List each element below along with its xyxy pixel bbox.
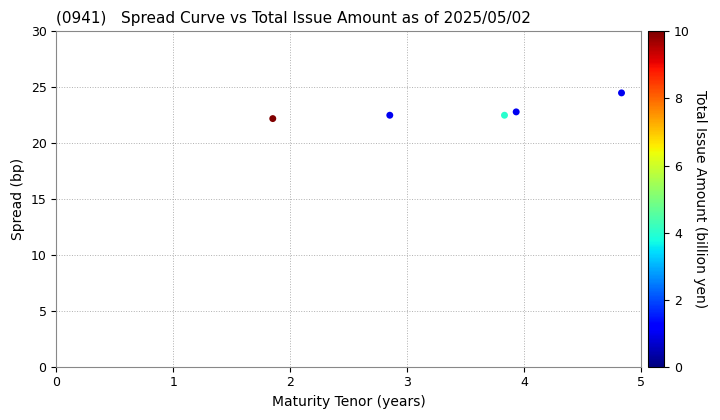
Point [499,112,510,118]
Point [267,115,279,122]
Point [384,112,395,118]
Text: (0941)   Spread Curve vs Total Issue Amount as of 2025/05/02: (0941) Spread Curve vs Total Issue Amoun… [56,11,531,26]
X-axis label: Maturity Tenor (years): Maturity Tenor (years) [272,395,426,409]
Y-axis label: Total Issue Amount (billion yen): Total Issue Amount (billion yen) [693,90,706,308]
Point [616,89,627,96]
Y-axis label: Spread (bp): Spread (bp) [11,158,25,240]
Point [510,108,522,115]
